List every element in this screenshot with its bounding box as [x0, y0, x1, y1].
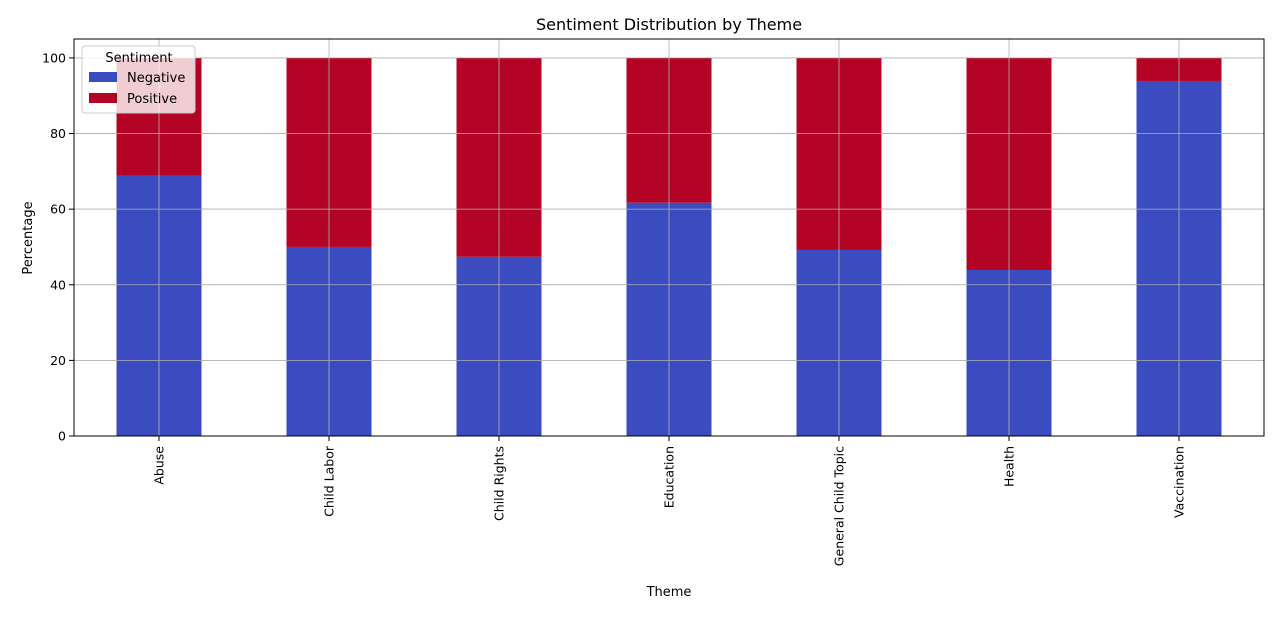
x-tick-label: Child Rights	[492, 446, 507, 521]
legend-swatch-negative	[89, 72, 117, 82]
chart-title: Sentiment Distribution by Theme	[536, 15, 802, 34]
y-tick-label: 40	[50, 277, 66, 292]
y-axis-label: Percentage	[21, 201, 36, 274]
legend-label-positive: Positive	[127, 92, 177, 107]
x-axis-label: Theme	[646, 585, 692, 600]
y-tick-label: 60	[50, 202, 66, 217]
x-tick-label: Vaccination	[1172, 446, 1187, 518]
y-tick-label: 100	[42, 50, 66, 65]
legend-swatch-positive	[89, 93, 117, 103]
y-tick-label: 20	[50, 353, 66, 368]
x-tick-label: Child Labor	[322, 445, 337, 517]
legend: Sentiment Negative Positive	[81, 45, 196, 114]
x-axis: Abuse Child Labor Child Rights Education Gen…	[152, 436, 1187, 566]
legend-label-negative: Negative	[127, 71, 185, 86]
x-tick-label: Health	[1002, 446, 1017, 487]
x-tick-label: Education	[662, 446, 677, 508]
x-tick-label: General Child Topic	[832, 446, 847, 566]
y-axis: 0 20 40 60 80 100	[42, 50, 74, 444]
legend-title: Sentiment	[105, 51, 172, 66]
y-tick-label: 0	[58, 429, 66, 444]
vertical-grid-lines	[74, 39, 1264, 437]
y-tick-label: 80	[50, 126, 66, 141]
x-tick-label: Abuse	[152, 446, 167, 485]
